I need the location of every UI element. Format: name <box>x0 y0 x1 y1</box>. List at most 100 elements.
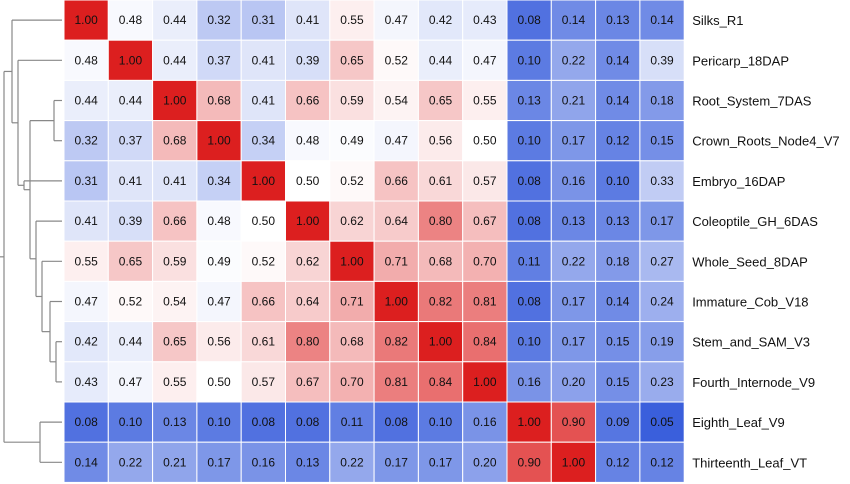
heatmap-cell <box>639 160 685 202</box>
cell-value-label: 0.43 <box>74 375 98 389</box>
cell-value-label: 0.52 <box>340 174 364 188</box>
heatmap-cell <box>373 401 419 443</box>
heatmap-cell <box>550 120 597 162</box>
heatmap-cell <box>417 280 464 323</box>
heatmap-cell <box>639 361 685 403</box>
cell-value-label: 0.31 <box>74 174 98 188</box>
cell-value-label: 0.50 <box>473 134 497 148</box>
cell-value-label: 1.00 <box>340 254 364 268</box>
heatmap-cell <box>550 321 597 363</box>
cell-value-label: 0.12 <box>606 134 630 148</box>
cell-value-label: 0.34 <box>252 134 276 148</box>
heatmap-cell <box>639 200 685 242</box>
cell-value-label: 0.49 <box>340 134 364 148</box>
heatmap-cell <box>462 321 508 363</box>
heatmap-cell <box>107 321 154 363</box>
cell-value-label: 0.48 <box>296 134 320 148</box>
cell-value-label: 0.47 <box>385 134 409 148</box>
heatmap-cell <box>417 120 464 162</box>
heatmap-cell <box>240 401 286 443</box>
heatmap-cell <box>462 79 508 122</box>
cell-value-label: 0.81 <box>473 295 497 309</box>
cell-value-label: 0.32 <box>74 134 98 148</box>
cell-value-label: 0.39 <box>650 53 674 67</box>
cell-value-label: 0.80 <box>296 335 320 349</box>
heatmap-cell <box>373 200 419 242</box>
cell-value-label: 0.13 <box>606 214 630 228</box>
cell-value-label: 0.17 <box>562 335 586 349</box>
cell-value-label: 0.12 <box>606 455 630 469</box>
heatmap-cell <box>152 160 198 202</box>
cell-value-label: 0.37 <box>119 134 143 148</box>
cell-value-label: 0.84 <box>473 335 497 349</box>
cell-value-label: 1.00 <box>473 375 497 389</box>
heatmap-cell <box>63 160 109 202</box>
cell-value-label: 0.68 <box>340 335 364 349</box>
heatmap-cell <box>550 441 597 483</box>
cell-value-label: 0.22 <box>119 455 143 469</box>
cell-value-label: 0.48 <box>119 13 143 27</box>
cell-value-label: 1.00 <box>74 13 98 27</box>
cell-value-label: 0.66 <box>163 214 187 228</box>
cell-value-label: 0.81 <box>385 375 409 389</box>
cell-value-label: 0.27 <box>650 254 674 268</box>
cell-value-label: 0.08 <box>517 295 541 309</box>
cell-value-label: 0.08 <box>385 415 409 429</box>
cell-value-label: 0.52 <box>119 295 143 309</box>
cell-value-label: 0.17 <box>650 214 674 228</box>
heatmap-cell <box>639 39 685 81</box>
cell-value-label: 0.13 <box>562 214 586 228</box>
cell-value-label: 0.08 <box>517 214 541 228</box>
heatmap-cell <box>373 361 419 403</box>
row-label: Thirteenth_Leaf_VT <box>692 455 807 470</box>
cell-value-label: 0.41 <box>119 174 143 188</box>
heatmap-cell <box>240 79 286 122</box>
row-label: Coleoptile_GH_6DAS <box>692 214 818 229</box>
heatmap-cell <box>550 240 597 282</box>
heatmap-cell <box>417 160 464 202</box>
row-dendrogram <box>0 19 62 463</box>
cell-value-label: 0.08 <box>74 415 98 429</box>
cell-value-label: 0.08 <box>517 13 541 27</box>
cell-value-label: 0.56 <box>429 134 453 148</box>
cell-value-label: 0.15 <box>606 335 630 349</box>
heatmap-cell <box>595 441 641 483</box>
heatmap-cell <box>196 240 242 282</box>
cell-value-label: 0.82 <box>429 295 453 309</box>
heatmap-cell <box>506 240 552 282</box>
heatmap-cell <box>152 79 198 122</box>
heatmap-cell <box>506 280 552 323</box>
cell-value-label: 0.44 <box>163 13 187 27</box>
cell-value-label: 0.65 <box>340 53 364 67</box>
heatmap-cell <box>240 120 286 162</box>
cell-value-label: 0.65 <box>119 254 143 268</box>
cell-value-label: 0.57 <box>473 174 497 188</box>
cell-value-label: 0.08 <box>252 415 276 429</box>
cell-value-label: 0.84 <box>429 375 453 389</box>
heatmap-cell <box>417 0 464 41</box>
heatmap-cell <box>506 120 552 162</box>
heatmap-cell <box>240 240 286 282</box>
cell-value-label: 0.55 <box>74 254 98 268</box>
heatmap-cell <box>63 441 109 483</box>
heatmap-cell <box>107 401 154 443</box>
heatmap-cell <box>373 441 419 483</box>
heatmap-cell <box>196 160 242 202</box>
cell-value-label: 0.11 <box>518 254 541 268</box>
heatmap-cell <box>462 361 508 403</box>
heatmap-cell <box>63 321 109 363</box>
cell-value-label: 0.13 <box>606 13 630 27</box>
cell-value-label: 0.55 <box>473 94 497 108</box>
cell-value-label: 0.52 <box>385 53 409 67</box>
cell-value-label: 0.66 <box>385 174 409 188</box>
heatmap-cell <box>462 441 508 483</box>
heatmap-cell <box>63 401 109 443</box>
cell-value-label: 0.14 <box>606 94 630 108</box>
heatmap-cell <box>196 79 242 122</box>
cell-value-label: 0.80 <box>429 214 453 228</box>
cell-value-label: 0.59 <box>163 254 187 268</box>
row-label: Fourth_Internode_V9 <box>692 375 815 390</box>
heatmap-cell <box>107 120 154 162</box>
cell-value-label: 0.15 <box>650 134 674 148</box>
